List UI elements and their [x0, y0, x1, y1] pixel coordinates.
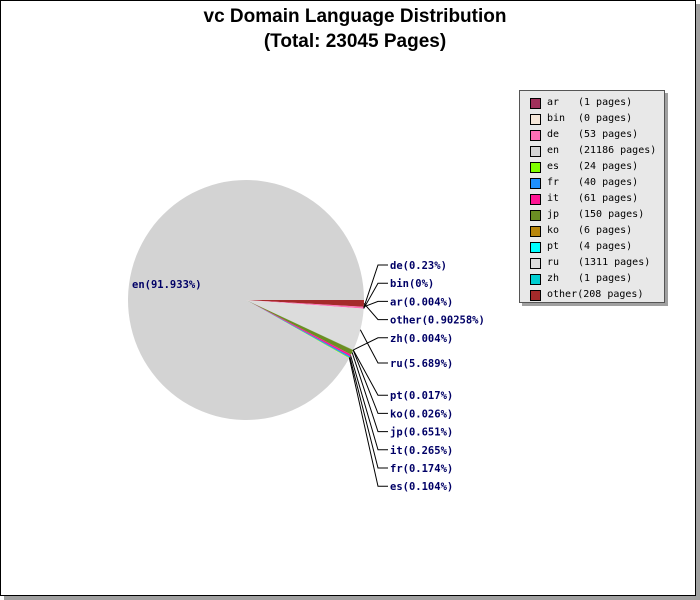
legend-count-de: (53 pages) [578, 129, 639, 140]
legend-item-es: es (24 pages) [530, 160, 668, 176]
pie-slice-en [128, 179, 364, 420]
chart-legend: ar (1 pages) bin (0 pages) de (53 pages) en (21… [519, 90, 665, 303]
legend-code-pt: pt [547, 241, 560, 252]
legend-count-es: (24 pages) [578, 161, 639, 172]
legend-code-de: de [547, 129, 560, 140]
pie-slice-other [246, 300, 364, 307]
legend-item-bin: bin (0 pages) [530, 112, 668, 128]
chart-title-line-1: vc Domain Language Distribution [203, 6, 507, 27]
legend-swatch-zh [530, 274, 541, 285]
leader-line-ar [363, 300, 388, 308]
chart-title: vc Domain Language Distribution (Total: … [1, 4, 700, 54]
leader-line-jp [351, 352, 388, 433]
pie-label-other: other(0.90258%) [390, 315, 485, 327]
pie-slice-jp [246, 300, 354, 355]
legend-item-en: en (21186 pages) [530, 144, 668, 160]
legend-item-it: it (61 pages) [530, 192, 668, 208]
legend-item-ko: ko (6 pages) [530, 224, 668, 240]
leader-line-bin [363, 282, 388, 309]
legend-code-fr: fr [547, 177, 560, 188]
leader-line-other [363, 303, 388, 321]
pie-slice-ko [246, 300, 354, 351]
legend-swatch-pt [530, 242, 541, 253]
legend-count-ko: (6 pages) [578, 225, 633, 236]
leader-line-ru [359, 329, 388, 364]
pie-label-ko: ko(0.026%) [390, 408, 453, 420]
legend-swatch-ko [530, 226, 541, 237]
pie-slice-ru [246, 300, 364, 350]
pie-slice-es [246, 300, 350, 359]
leader-line-ko [352, 349, 388, 414]
legend-code-en: en [547, 145, 560, 156]
pie-label-ru: ru(5.689%) [390, 358, 453, 370]
legend-item-de: de (53 pages) [530, 128, 668, 144]
legend-swatch-jp [530, 210, 541, 221]
pie-label-bin: bin(0%) [390, 278, 434, 290]
legend-count-bin: (0 pages) [578, 113, 633, 124]
legend-count-other: (208 pages) [577, 289, 644, 300]
pie-slice-de [246, 300, 364, 309]
legend-count-ru: (1311 pages) [578, 257, 651, 268]
legend-code-ko: ko [547, 225, 560, 236]
legend-code-other: other [547, 289, 578, 300]
chart-title-line-2: (Total: 23045 Pages) [263, 31, 447, 52]
pie-label-es: es(0.104%) [390, 481, 453, 493]
legend-code-ar: ar [547, 97, 560, 108]
pie-label-ar: ar(0.004%) [390, 296, 453, 308]
legend-swatch-other [530, 290, 541, 301]
pie-slice-ar [246, 300, 364, 307]
legend-item-ru: ru (1311 pages) [530, 256, 668, 272]
leader-line-it [350, 355, 388, 451]
legend-count-ar: (1 pages) [578, 97, 633, 108]
legend-item-zh: zh (1 pages) [530, 272, 668, 288]
legend-item-pt: pt (4 pages) [530, 240, 668, 256]
legend-swatch-ru [530, 258, 541, 269]
legend-swatch-it [530, 194, 541, 205]
legend-swatch-ar [530, 98, 541, 109]
legend-swatch-de [530, 130, 541, 141]
legend-code-jp: jp [547, 209, 560, 220]
legend-code-it: it [547, 193, 560, 204]
legend-code-bin: bin [547, 113, 566, 124]
pie-label-de: de(0.23%) [390, 260, 447, 272]
legend-item-ar: ar (1 pages) [530, 96, 668, 112]
legend-code-zh: zh [547, 273, 560, 284]
legend-count-jp: (150 pages) [578, 209, 645, 220]
legend-count-it: (61 pages) [578, 193, 639, 204]
legend-item-other: other (208 pages) [530, 288, 668, 304]
pie-label-zh: zh(0.004%) [390, 333, 453, 345]
leader-line-zh [353, 337, 388, 351]
legend-count-en: (21186 pages) [578, 145, 657, 156]
legend-swatch-en [530, 146, 541, 157]
pie-label-fr: fr(0.174%) [390, 463, 453, 475]
pie-slice-pt [246, 300, 354, 351]
legend-count-fr: (40 pages) [578, 177, 639, 188]
pie-label-pt: pt(0.017%) [390, 390, 453, 402]
leader-line-pt [352, 349, 388, 396]
legend-code-es: es [547, 161, 560, 172]
pie-slice-it [246, 300, 352, 357]
legend-count-pt: (4 pages) [578, 241, 633, 252]
legend-swatch-bin [530, 114, 541, 125]
pie-label-en: en(91.933%) [132, 279, 202, 291]
leader-line-fr [349, 356, 388, 469]
pie-label-it: it(0.265%) [390, 445, 453, 457]
pie-label-jp: jp(0.651%) [390, 427, 453, 439]
legend-swatch-es [530, 162, 541, 173]
legend-item-fr: fr (40 pages) [530, 176, 668, 192]
legend-count-zh: (1 pages) [578, 273, 633, 284]
legend-code-ru: ru [547, 257, 560, 268]
legend-item-jp: jp (150 pages) [530, 208, 668, 224]
legend-swatch-fr [530, 178, 541, 189]
pie-slice-zh [246, 300, 354, 350]
pie-slice-fr [246, 300, 351, 358]
leader-line-es [348, 357, 388, 487]
leader-line-de [363, 264, 388, 308]
